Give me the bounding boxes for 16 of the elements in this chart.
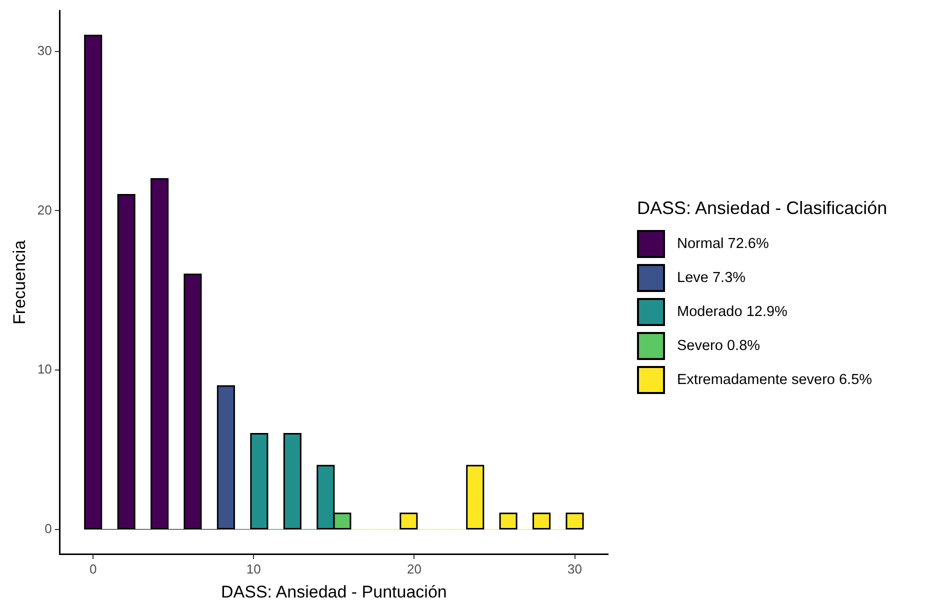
y-axis-title: Frecuencia [10, 240, 29, 324]
y-tick-label: 10 [37, 362, 52, 377]
x-axis-title: DASS: Ansiedad - Puntuación [220, 582, 447, 602]
legend-label: Extremadamente severo 6.5% [677, 372, 872, 388]
x-tick-label: 0 [89, 561, 97, 576]
legend-label: Leve 7.3% [677, 270, 746, 286]
legend-title: DASS: Ansiedad - Clasificación [637, 198, 888, 219]
x-tick-label: 10 [246, 561, 261, 576]
x-tick-label: 30 [568, 561, 582, 576]
legend-label: Moderado 12.9% [677, 304, 788, 320]
y-tick-label: 20 [37, 202, 52, 218]
y-tick-label: 0 [44, 520, 52, 536]
y-tick-label: 30 [37, 43, 52, 58]
x-tick-label: 20 [406, 561, 422, 576]
legend-label: Severo 0.8% [677, 338, 760, 354]
legend-label: Normal 72.6% [677, 236, 769, 252]
